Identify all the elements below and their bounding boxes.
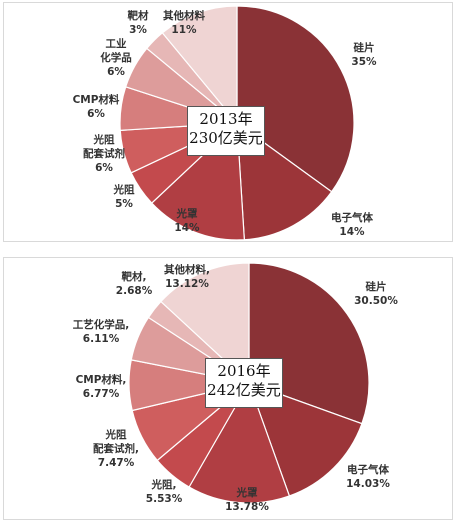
pie-slice-2016-2 <box>188 381 291 504</box>
slice-label-2016-3: 光阻, 5.53% <box>146 478 183 505</box>
slice-label-2013-0: 硅片 35% <box>351 41 377 68</box>
slice-label-2013-6: 工业化学品 6% <box>100 37 132 78</box>
slice-label-2016-7: 靶材, 2.68% <box>116 270 153 297</box>
slice-label-2013-5: CMP材料 6% <box>73 93 120 120</box>
slice-label-2013-7: 靶材 3% <box>128 9 149 36</box>
slice-label-2016-8: 其他材料, 13.12% <box>164 263 210 290</box>
pie-slice-2016-1 <box>248 382 363 497</box>
slice-label-2013-8: 其他材料 11% <box>163 9 205 36</box>
pie-chart-2016-svg: 硅片 30.50% 电子气体 14.03% 光罩 13.78% 光阻, 5.53% 光阻配套试剂… <box>73 262 398 513</box>
pie-chart-2016: 硅片 30.50% 电子气体 14.03% 光罩 13.78% 光阻, 5.53% 光阻配套试剂… <box>3 257 453 520</box>
slice-label-2013-2: 光罩 14% <box>174 207 200 234</box>
center-label-total-2016: 242亿美元 <box>207 381 281 399</box>
center-label-year-2013: 2013年 <box>199 110 253 128</box>
slice-label-2013-1: 电子气体 14% <box>331 211 373 238</box>
slice-label-2016-1: 电子气体 14.03% <box>346 463 390 490</box>
center-label-year-2016: 2016年 <box>217 362 271 380</box>
pie-slice-2013-0 <box>236 5 355 193</box>
slice-label-2016-5: CMP材料, 6.77% <box>76 373 127 400</box>
center-label-2016: 2016年 242亿美元 <box>205 358 283 408</box>
slice-label-2013-4: 光阻配套试剂 6% <box>83 133 125 174</box>
pie-chart-2013: 硅片 35% 电子气体 14% 光罩 14% 光阻 5% 光阻配套试剂 6% CMP材料 6% 工业化学… <box>3 2 453 242</box>
slice-label-2016-6: 工艺化学品, 6.11% <box>73 318 130 345</box>
center-label-total-2013: 230亿美元 <box>189 129 263 147</box>
center-label-2013: 2013年 230亿美元 <box>187 106 265 156</box>
pie-slice-2016-8 <box>160 262 250 385</box>
slice-label-2013-3: 光阻 5% <box>113 183 135 210</box>
slice-label-2016-0: 硅片 30.50% <box>354 280 398 307</box>
slice-label-2016-4: 光阻配套试剂, 7.47% <box>93 428 139 469</box>
pie-slice-2013-8 <box>161 5 238 125</box>
slice-label-2016-2: 光罩 13.78% <box>225 486 269 513</box>
